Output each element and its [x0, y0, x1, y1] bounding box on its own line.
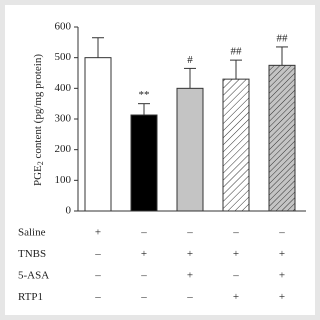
y-tick-label: 0 [66, 205, 72, 217]
table-cell: – [278, 227, 285, 239]
panel [5, 5, 315, 315]
table-cell: – [140, 227, 147, 239]
row-label: Saline [18, 227, 46, 239]
table-cell: + [187, 248, 193, 260]
row-label: TNBS [18, 248, 46, 260]
bar [222, 78, 250, 212]
y-tick-label: 200 [55, 143, 72, 155]
annotation: ** [139, 89, 150, 101]
table-cell: + [141, 248, 147, 260]
bar [268, 64, 296, 212]
table-cell: + [233, 248, 239, 260]
y-tick-label: 400 [55, 82, 72, 94]
table-cell: – [232, 227, 239, 239]
table-cell: – [140, 291, 147, 303]
table-cell: + [187, 270, 193, 282]
annotation: ## [277, 32, 289, 44]
y-tick-label: 300 [55, 113, 72, 125]
table-cell: + [95, 227, 101, 239]
table-cell: – [232, 270, 239, 282]
table-cell: + [279, 270, 285, 282]
annotation: # [187, 54, 193, 66]
table-cell: – [186, 227, 193, 239]
table-cell: – [140, 270, 147, 282]
y-axis-label: PGE2 content (pg/mg protein) [32, 54, 45, 186]
y-tick-label: 500 [55, 51, 72, 63]
row-label: 5-ASA [18, 270, 49, 282]
table-cell: + [279, 291, 285, 303]
table-cell: – [186, 291, 193, 303]
y-tick-label: 600 [55, 21, 72, 33]
bar [84, 57, 112, 212]
table-cell: – [94, 270, 101, 282]
bar [130, 114, 158, 212]
annotation: ## [231, 46, 243, 58]
table-cell: – [94, 291, 101, 303]
y-tick-label: 100 [55, 174, 72, 186]
table-cell: – [94, 248, 101, 260]
row-label: RTP1 [18, 291, 43, 303]
table-cell: + [233, 291, 239, 303]
bar [176, 87, 204, 212]
table-cell: + [279, 248, 285, 260]
